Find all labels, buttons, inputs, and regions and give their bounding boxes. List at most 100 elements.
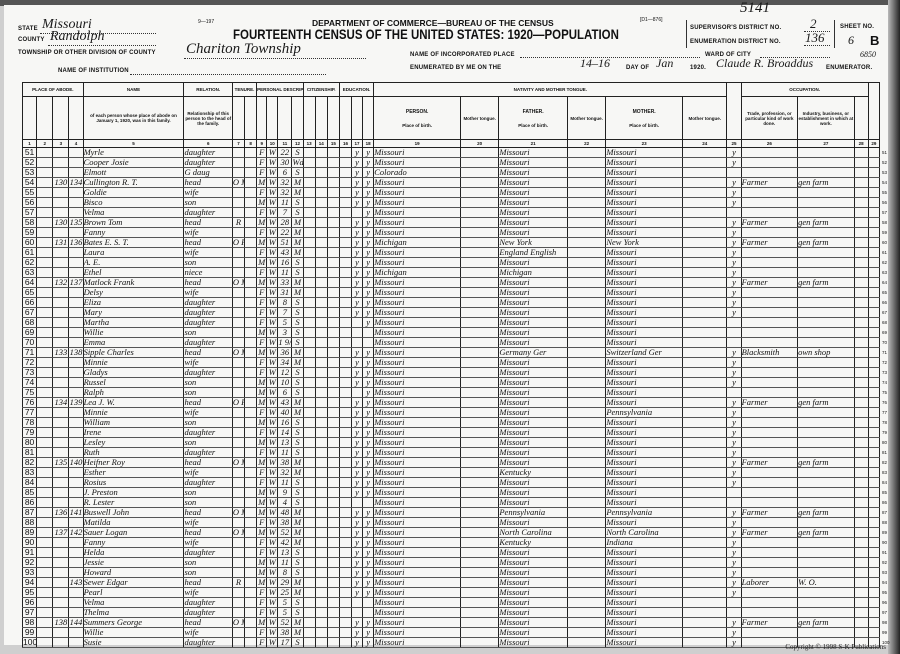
mother-tongue-mother: [682, 567, 728, 578]
class-of-worker: [853, 357, 869, 368]
person-name: Ralph: [82, 387, 185, 398]
mother-tongue-mother: [682, 157, 728, 168]
father-tongue: [566, 237, 607, 248]
street: [36, 397, 54, 408]
mother-tongue: [460, 427, 500, 438]
class-of-worker: [853, 567, 869, 578]
relation: daughter: [183, 207, 233, 218]
right-line-number: 77: [882, 409, 888, 415]
marital-status: S: [291, 607, 304, 618]
line-number: 87: [21, 507, 38, 518]
farm-schedule: [867, 407, 881, 418]
marital-status: M: [291, 237, 304, 248]
mother-tongue: [460, 587, 500, 598]
naturalization-year: [326, 237, 340, 248]
school: [338, 247, 353, 258]
age: 11: [277, 557, 293, 568]
color: W: [266, 587, 279, 598]
mother-birthplace: Missouri: [605, 417, 684, 428]
can-read: y: [350, 147, 364, 158]
mortgage: [244, 557, 258, 568]
naturalization-year: [326, 427, 340, 438]
can-write: [362, 597, 375, 608]
occupation: [740, 247, 799, 258]
age: 42: [277, 537, 293, 548]
mother-birthplace: Missouri: [605, 247, 684, 258]
dwelling-number: [52, 577, 70, 588]
marital-status: M: [291, 187, 304, 198]
naturalized: [314, 597, 328, 608]
father-tongue: [566, 177, 607, 188]
mortgage: [244, 477, 258, 488]
industry: [797, 327, 855, 338]
person-name: Willie: [82, 627, 185, 638]
color: W: [266, 247, 279, 258]
mortgage: [244, 217, 258, 228]
immigration-year: [302, 407, 316, 418]
mother-birthplace: Missouri: [605, 567, 684, 578]
mother-tongue: [460, 537, 500, 548]
supervisor-district-label: SUPERVISOR'S DISTRICT NO.: [690, 25, 782, 31]
family-number: [68, 427, 84, 438]
can-write: y: [362, 417, 375, 428]
line-number: 52: [21, 157, 38, 168]
naturalized: [314, 187, 328, 198]
father-birthplace: Missouri: [498, 197, 568, 208]
class-of-worker: [853, 537, 869, 548]
mother-tongue: [460, 547, 500, 558]
immigration-year: [302, 177, 316, 188]
home-tenure: O M: [231, 277, 246, 288]
dwelling-number: [52, 637, 70, 648]
line-number: 82: [21, 457, 38, 468]
industry: [797, 377, 855, 388]
right-line-number: 57: [882, 209, 888, 215]
person-name: R. Lester: [82, 497, 185, 508]
mother-tongue-mother: [682, 217, 728, 228]
mortgage: [244, 497, 258, 508]
dwelling-number: [52, 547, 70, 558]
enumeration-district-label: ENUMERATION DISTRICT NO.: [690, 39, 781, 45]
mother-birthplace: Missouri: [605, 297, 684, 308]
naturalized: [314, 247, 328, 258]
home-tenure: [231, 247, 246, 258]
marital-status: M: [291, 217, 304, 228]
marital-status: S: [291, 637, 304, 648]
street: [36, 227, 54, 238]
industry: gen farm: [797, 457, 855, 468]
father-tongue: [566, 507, 607, 518]
sex: F: [256, 407, 268, 418]
mother-tongue-mother: [682, 497, 728, 508]
line-number: 75: [21, 387, 38, 398]
can-read: y: [350, 397, 364, 408]
marital-status: S: [291, 207, 304, 218]
school: [338, 507, 353, 518]
can-write: y: [362, 237, 375, 248]
industry: [797, 167, 855, 178]
speaks-english: y: [726, 357, 742, 368]
home-tenure: [231, 447, 246, 458]
father-tongue-header: Mother tongue.: [566, 96, 607, 140]
family-number: [68, 197, 84, 208]
father-birthplace: Missouri: [498, 327, 568, 338]
father-tongue: [566, 637, 607, 648]
birthplace: Missouri: [373, 327, 462, 338]
mother-tongue-mother: [682, 537, 728, 548]
school: [338, 437, 353, 448]
class-of-worker: [853, 587, 869, 598]
immigration-year: [302, 627, 316, 638]
age: 52: [277, 527, 293, 538]
naturalized: [314, 547, 328, 558]
township-label: TOWNSHIP OR OTHER DIVISION OF COUNTY: [18, 50, 156, 56]
mother-birthplace-label: Place of birth.: [629, 122, 660, 128]
enumerator-label: ENUMERATOR.: [826, 65, 873, 71]
farm-schedule: [867, 287, 881, 298]
dwelling-number: [52, 307, 70, 318]
street: [36, 607, 54, 618]
street: [36, 627, 54, 638]
father-birthplace: Missouri: [498, 447, 568, 458]
home-tenure: [231, 587, 246, 598]
class-of-worker: [853, 267, 869, 278]
